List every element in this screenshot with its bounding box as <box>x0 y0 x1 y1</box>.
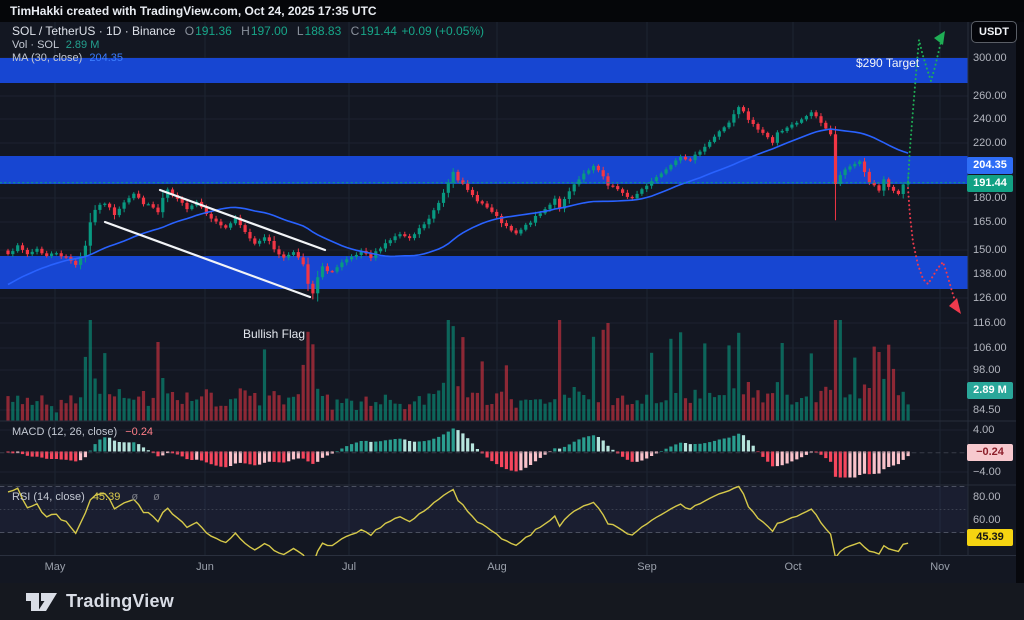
axis-value-pill: −0.24 <box>967 444 1013 461</box>
rsi-value: 45.39 <box>92 491 121 503</box>
price-tick-label: 98.00 <box>973 364 1001 376</box>
price-tick-label: 60.00 <box>973 514 1001 526</box>
low-key: L <box>296 24 304 38</box>
price-tick-label: 150.00 <box>973 244 1007 256</box>
price-tick-label: 80.00 <box>973 491 1001 503</box>
rsi-label: RSI (14, close) <box>12 491 85 503</box>
chart-canvas[interactable] <box>0 22 1016 556</box>
axis-value-pill: 45.39 <box>967 529 1013 546</box>
indicator-hide-icons[interactable]: ø ø <box>131 491 166 503</box>
month-label: Jun <box>196 561 214 573</box>
month-label: Oct <box>784 561 802 573</box>
volume-value: 2.89 M <box>65 39 100 51</box>
currency-toggle-button[interactable]: USDT <box>971 21 1017 43</box>
open-value: 191.36 <box>195 24 232 38</box>
month-label: Sep <box>637 561 657 573</box>
price-tick-label: 138.00 <box>973 268 1007 280</box>
open-key: O <box>184 24 195 38</box>
close-key: C <box>350 24 360 38</box>
axis-value-pill: 2.89 M <box>967 382 1013 399</box>
right-margin-strip <box>1016 22 1024 583</box>
pattern-annotation: Bullish Flag <box>243 327 306 341</box>
close-value: 191.44 <box>360 24 397 38</box>
high-value: 197.00 <box>250 24 288 38</box>
change-value: +0.09 (+0.05%) <box>401 24 485 38</box>
ma-label: MA (30, close) <box>12 52 83 64</box>
footer-bar: TradingView <box>0 583 1024 620</box>
price-tick-label: 180.00 <box>973 192 1007 204</box>
macd-value: −0.24 <box>125 426 154 438</box>
price-tick-label: 4.00 <box>973 424 995 436</box>
attribution-bar: TimHakki created with TradingView.com, O… <box>0 0 1024 22</box>
price-tick-label: 106.00 <box>973 342 1007 354</box>
price-tick-label: 126.00 <box>973 292 1007 304</box>
price-tick-label: −4.00 <box>973 466 1001 478</box>
price-tick-label: 165.00 <box>973 216 1007 228</box>
symbol-title: SOL / TetherUS · 1D · Binance <box>12 24 176 38</box>
macd-legend-row: MACD (12, 26, close) −0.24 <box>12 426 153 438</box>
price-tick-label: 84.50 <box>973 404 1001 416</box>
month-label: Aug <box>487 561 507 573</box>
target-annotation: $290 Target <box>856 56 920 70</box>
price-tick-label: 260.00 <box>973 90 1007 102</box>
tradingview-brand-link[interactable]: TradingView <box>26 591 174 612</box>
price-tick-label: 116.00 <box>973 317 1006 329</box>
price-tick-label: 300.00 <box>973 52 1007 64</box>
price-tick-label: 220.00 <box>973 137 1007 149</box>
macd-label: MACD (12, 26, close) <box>12 426 118 438</box>
attribution-text: TimHakki created with TradingView.com, O… <box>10 4 377 18</box>
high-key: H <box>241 24 250 38</box>
month-label: May <box>44 561 66 573</box>
volume-legend-row: Vol · SOL 2.89 M <box>12 39 99 51</box>
month-label: Nov <box>930 561 950 573</box>
ma-legend-row: MA (30, close) 204.35 <box>12 52 123 64</box>
ma-value: 204.35 <box>89 52 124 64</box>
axis-value-pill: 191.44 <box>967 175 1013 192</box>
tradingview-logo-icon <box>26 592 57 611</box>
rsi-legend-row: RSI (14, close) 45.39 ø ø <box>12 491 166 503</box>
axis-value-pill: 204.35 <box>967 157 1013 174</box>
symbol-legend-row: SOL / TetherUS · 1D · Binance O191.36 H1… <box>12 24 484 38</box>
brand-name: TradingView <box>66 591 174 611</box>
month-label: Jul <box>341 561 357 573</box>
volume-label: Vol · SOL <box>12 39 59 51</box>
low-value: 188.83 <box>304 24 342 38</box>
price-tick-label: 240.00 <box>973 113 1007 125</box>
